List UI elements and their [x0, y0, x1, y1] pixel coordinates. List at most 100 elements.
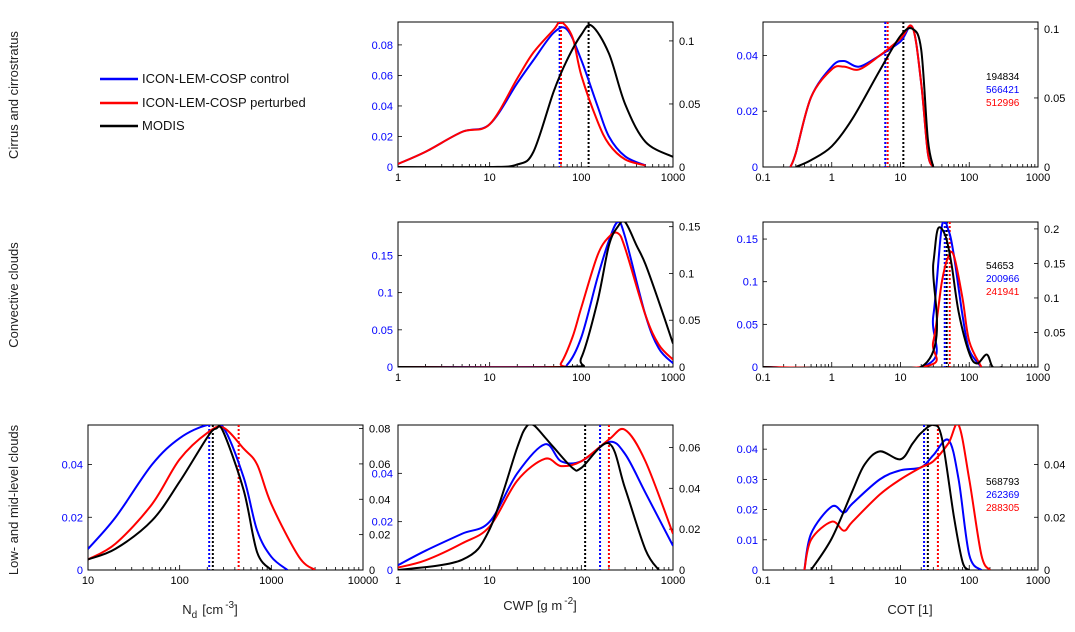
series-line-control [88, 425, 289, 570]
plot-frame [87, 424, 364, 571]
series-line-control [398, 440, 673, 567]
y-left-tick-label: 0.1 [378, 288, 393, 300]
y-left-tick-label: 0.15 [737, 234, 758, 246]
y-left-tick-label: 0.1 [743, 277, 758, 289]
series-line-perturbed [789, 24, 935, 167]
y-right-tick-label: 0.04 [679, 483, 700, 495]
y-left-tick-label: 0.02 [737, 505, 758, 517]
x-tick-label: 10 [484, 172, 496, 184]
y-left-tick-label: 0 [77, 565, 83, 577]
plot-frame [397, 221, 674, 368]
y-right-tick-label: 0.08 [369, 424, 390, 436]
y-left-tick-label: 0 [387, 162, 393, 174]
sample-count-control: 262369 [986, 490, 1020, 501]
y-left-tick-label: 0.04 [372, 101, 393, 113]
row-labels: Cirrus and cirrostratus Convective cloud… [6, 31, 21, 576]
y-left-tick-label: 0.01 [737, 535, 758, 547]
y-right-tick-label: 0.02 [1044, 512, 1065, 524]
series-line-modis [398, 24, 673, 167]
y-left-tick-label: 0.04 [737, 50, 758, 62]
x-tick-label: 10 [894, 575, 906, 587]
y-left-tick-label: 0 [752, 362, 758, 374]
y-left-tick-label: 0.04 [372, 468, 393, 480]
y-left-tick-label: 0 [752, 162, 758, 174]
y-left-tick-label: 0 [387, 565, 393, 577]
legend: ICON-LEM-COSP control ICON-LEM-COSP pert… [100, 71, 306, 133]
x-tick-label: 1 [395, 575, 401, 587]
x-tick-label: 0.1 [755, 575, 770, 587]
sample-count-control: 200966 [986, 274, 1020, 285]
x-tick-label: 1000 [661, 172, 685, 184]
y-right-tick-label: 0.04 [369, 494, 390, 506]
y-left-tick-label: 0.05 [737, 319, 758, 331]
y-left-tick-label: 0.04 [737, 444, 758, 456]
y-right-tick-label: 0.15 [679, 222, 700, 234]
x-tick-label: 1 [395, 172, 401, 184]
legend-label-control: ICON-LEM-COSP control [142, 71, 289, 86]
y-right-tick-label: 0 [369, 565, 375, 577]
x-label-cot: COT [1] [887, 602, 932, 617]
panel-low-cot: 0.1 1 10 100 100000.010.020.030.0400.020.045… [737, 424, 1065, 587]
series-line-modis [398, 222, 673, 367]
y-left-tick-label: 0.02 [737, 106, 758, 118]
y-left-tick-label: 0.15 [372, 250, 393, 262]
sample-count-control: 566421 [986, 85, 1020, 96]
x-tick-label: 100 [572, 172, 590, 184]
y-right-tick-label: 0.04 [1044, 460, 1065, 472]
x-axis-labels: Nd [cm -3] CWP [g m -2] COT [1] [182, 596, 932, 621]
y-right-tick-label: 0.1 [1044, 293, 1059, 305]
y-left-tick-label: 0.02 [62, 512, 83, 524]
row-label-convective: Convective clouds [6, 242, 21, 348]
x-tick-label: 100 [960, 575, 978, 587]
y-right-tick-label: 0.05 [1044, 93, 1065, 105]
x-tick-label: 0.1 [755, 172, 770, 184]
legend-label-modis: MODIS [142, 118, 185, 133]
plot-area [789, 22, 935, 167]
row-label-low-mid: Low- and mid-level clouds [6, 424, 21, 575]
series-line-perturbed [763, 250, 983, 367]
y-right-tick-label: 0 [679, 565, 685, 577]
series-line-control [803, 438, 983, 570]
series-line-modis [810, 425, 971, 570]
y-left-tick-label: 0.04 [62, 460, 83, 472]
y-left-tick-label: 0 [387, 362, 393, 374]
series-line-perturbed [88, 425, 316, 570]
y-left-tick-label: 0.02 [372, 517, 393, 529]
y-right-tick-label: 0 [679, 162, 685, 174]
y-right-tick-label: 0.1 [679, 36, 694, 48]
sample-count-perturbed: 288305 [986, 503, 1020, 514]
sample-count-perturbed: 512996 [986, 98, 1020, 109]
y-right-tick-label: 0.1 [679, 268, 694, 280]
x-tick-label: 0.1 [755, 372, 770, 384]
series-line-control [398, 222, 673, 367]
x-tick-label: 1000 [1026, 172, 1050, 184]
y-left-tick-label: 0.06 [372, 70, 393, 82]
x-tick-label: 1000 [661, 372, 685, 384]
x-tick-label: 100 [960, 372, 978, 384]
x-label-nd: Nd [cm -3] [182, 600, 237, 621]
sample-count-perturbed: 241941 [986, 287, 1020, 298]
x-tick-label: 100 [572, 372, 590, 384]
series-line-perturbed [398, 231, 673, 367]
series-line-perturbed [398, 22, 646, 167]
y-right-tick-label: 0.06 [679, 442, 700, 454]
x-tick-label: 10 [484, 575, 496, 587]
y-right-tick-label: 0.05 [679, 99, 700, 111]
panel-cirrus-cot: 0.1 1 10 100 100000.020.0400.050.11948345664… [737, 21, 1065, 184]
series-line-perturbed [398, 427, 673, 569]
x-tick-label: 10 [894, 172, 906, 184]
x-tick-label: 10 [82, 575, 94, 587]
x-tick-label: 1000 [661, 575, 685, 587]
x-tick-label: 1 [829, 172, 835, 184]
plot-area [398, 222, 673, 367]
x-tick-label: 10000 [348, 575, 379, 587]
x-tick-label: 10 [484, 372, 496, 384]
y-left-tick-label: 0.05 [372, 325, 393, 337]
legend-label-perturbed: ICON-LEM-COSP perturbed [142, 95, 306, 110]
y-left-tick-label: 0 [752, 565, 758, 577]
x-tick-label: 100 [572, 575, 590, 587]
plot-frame [397, 21, 674, 168]
